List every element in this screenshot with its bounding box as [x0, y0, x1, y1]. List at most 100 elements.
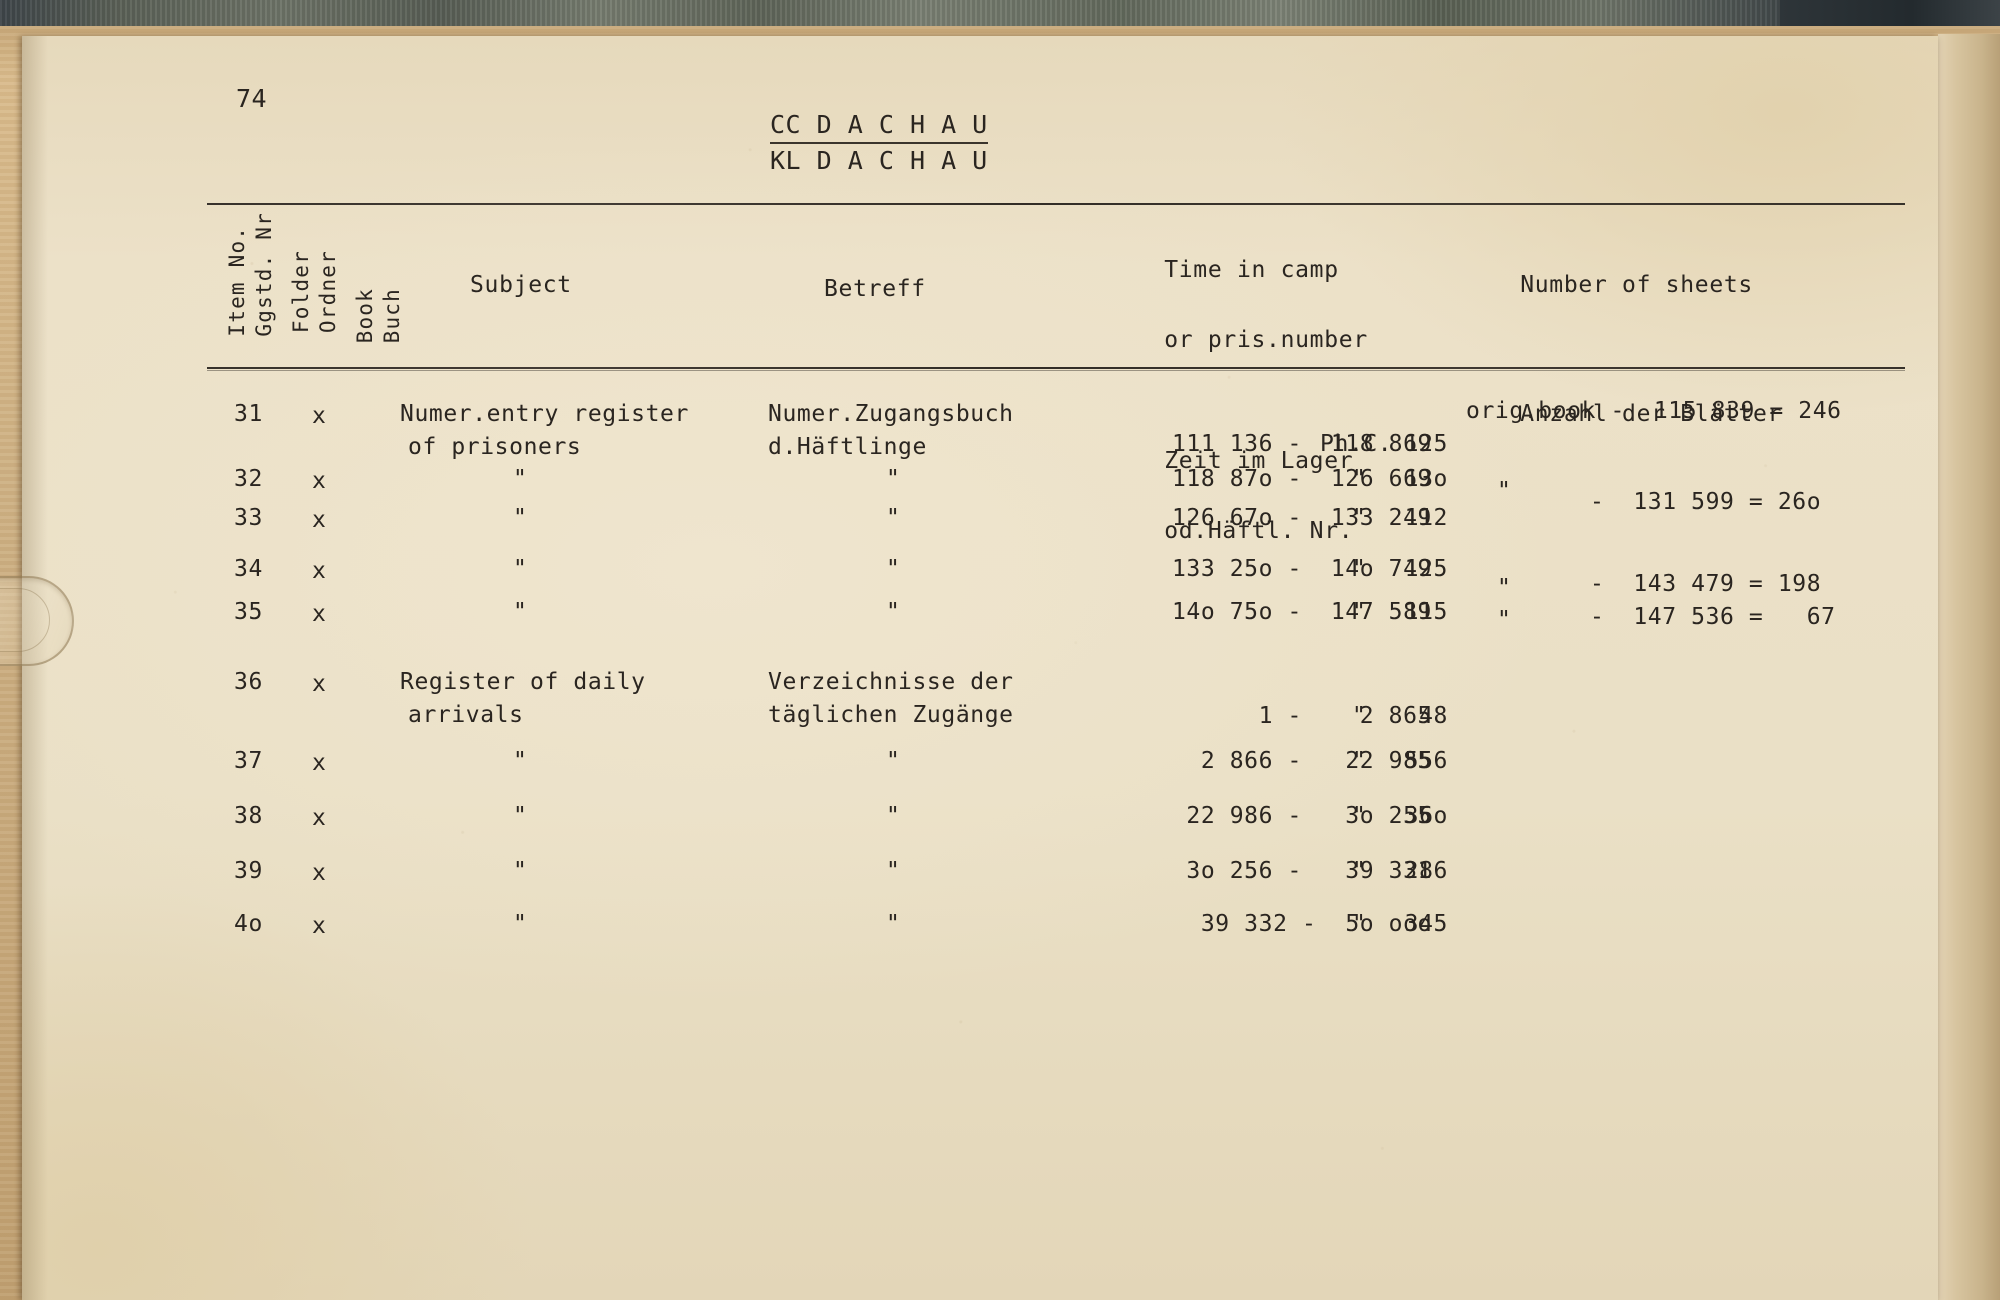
- column-header-sheets-de: Anzahl der Blätter: [1520, 400, 1783, 427]
- cell-folder-mark: x: [312, 601, 327, 627]
- table-header-rule: [207, 367, 1905, 371]
- cell-item-no: 39: [234, 858, 263, 884]
- cell-subject-de-ditto: ": [886, 505, 901, 531]
- cell-subject-de-ditto: ": [886, 466, 901, 492]
- table-top-rule: [207, 203, 1905, 205]
- cell-subject-de-ditto: ": [886, 556, 901, 582]
- cell-ph-mark: ": [1352, 703, 1367, 729]
- cell-subject-en: Numer.entry register of prisoners: [400, 401, 689, 461]
- cell-count: 125: [1404, 431, 1448, 457]
- cell-item-no: 32: [234, 466, 263, 492]
- cell-range: 2 866 - 22 985: [1200, 748, 1432, 774]
- column-header-book-en: Book: [353, 288, 377, 344]
- page-number: 74: [236, 84, 268, 113]
- cell-subject-de-ditto: ": [886, 599, 901, 625]
- column-header-book-de: Buch: [379, 288, 404, 344]
- cell-subject-en-ditto: ": [513, 505, 528, 531]
- cell-subject-de: Verzeichnisse der täglichen Zugänge: [768, 669, 1014, 729]
- cell-count: 345: [1404, 911, 1448, 937]
- cell-ph-mark: ": [1352, 748, 1367, 774]
- sheets-ditto-2: ": [1497, 478, 1512, 504]
- cell-count: 556: [1404, 748, 1448, 774]
- column-header-sheets-en: Number of sheets: [1520, 271, 1753, 298]
- cell-range: 133 25o - 14o 749: [1171, 556, 1432, 582]
- cell-subject-de-ditto: ": [886, 858, 901, 884]
- cell-subject-en-ditto: ": [513, 599, 528, 625]
- cell-folder-mark: x: [312, 860, 327, 886]
- column-header-betreff: Betreff: [824, 276, 926, 302]
- page-stack-right-edge: [1938, 34, 2000, 1300]
- cell-subject-en-ditto: ": [513, 911, 528, 937]
- column-header-time-de-1: Zeit im Lager: [1164, 447, 1354, 474]
- sheets-total-line-3: - 143 479 = 198: [1590, 571, 1822, 597]
- cell-item-no: 33: [234, 505, 263, 531]
- cell-subject-de-ditto: ": [886, 803, 901, 829]
- cell-ph-mark: ": [1352, 466, 1367, 492]
- page-title-line-en: CC D A C H A U: [770, 110, 988, 139]
- cell-count: 125: [1404, 556, 1448, 582]
- cell-folder-mark: x: [312, 403, 327, 429]
- column-header-item-no-de: Ggstd. Nr: [251, 212, 276, 337]
- column-header-time-de-2: od.Häftl. Nr.: [1164, 517, 1354, 544]
- cell-item-no: 4o: [234, 911, 263, 937]
- column-header-number-of-sheets: Number of sheets Anzahl der Blätter: [1462, 233, 1782, 467]
- cell-item-no: 37: [234, 748, 263, 774]
- cell-count: 48: [1419, 703, 1448, 729]
- cell-ph-mark: ": [1352, 911, 1367, 937]
- page-title: CC D A C H A U KL D A C H A U: [770, 112, 988, 173]
- cell-range: 14o 75o - 147 589: [1171, 599, 1432, 625]
- cell-subject-de: Numer.Zugangsbuch d.Häftlinge: [768, 401, 1014, 461]
- cell-item-no: 36: [234, 669, 263, 695]
- sheets-total-line-2: - 131 599 = 26o: [1590, 489, 1822, 515]
- document-page: [22, 36, 1938, 1300]
- cell-count: 115: [1404, 599, 1448, 625]
- cell-folder-mark: x: [312, 507, 327, 533]
- cell-subject-en-ditto: ": [513, 858, 528, 884]
- cell-item-no: 34: [234, 556, 263, 582]
- cell-item-no: 31: [234, 401, 263, 427]
- column-header-item-no-en: Item No.: [225, 225, 249, 337]
- column-header-time-in-camp: Time in camp or pris.number Zeit im Lage…: [1106, 218, 1368, 584]
- cell-folder-mark: x: [312, 558, 327, 584]
- cell-subject-en-ditto: ": [513, 466, 528, 492]
- cell-count: 112: [1404, 505, 1448, 531]
- cell-count: 286: [1404, 858, 1448, 884]
- cell-ph-mark: ": [1352, 556, 1367, 582]
- cell-ph-mark: ": [1352, 599, 1367, 625]
- cell-ph-mark: Ph.C.: [1320, 431, 1393, 457]
- cell-folder-mark: x: [312, 468, 327, 494]
- cell-range: 118 87o - 126 669: [1171, 466, 1432, 492]
- column-header-time-en-2: or pris.number: [1164, 326, 1368, 353]
- sheets-total-line-4: - 147 536 = 67: [1590, 604, 1836, 630]
- cell-ph-mark: ": [1352, 505, 1367, 531]
- cell-range: 126 67o - 133 249: [1171, 505, 1432, 531]
- column-header-subject: Subject: [470, 272, 572, 298]
- cell-count: 36o: [1404, 803, 1448, 829]
- cell-subject-en-ditto: ": [513, 803, 528, 829]
- sheets-ditto-4: ": [1497, 607, 1512, 633]
- cell-folder-mark: x: [312, 750, 327, 776]
- column-header-time-en-1: Time in camp: [1164, 256, 1339, 283]
- cell-ph-mark: ": [1352, 858, 1367, 884]
- cell-ph-mark: ": [1352, 803, 1367, 829]
- column-header-item-no: Item No. Ggstd. Nr: [224, 212, 278, 337]
- sheets-total-line-1: orig.book - 115 839 = 246: [1466, 398, 1842, 424]
- cell-count: 13o: [1404, 466, 1448, 492]
- cell-subject-en-ditto: ": [513, 748, 528, 774]
- column-header-folder: Folder Ordner: [288, 250, 342, 333]
- column-header-folder-de: Ordner: [315, 250, 340, 334]
- title-underline: [770, 142, 988, 144]
- cell-subject-en: Register of daily arrivals: [400, 669, 646, 729]
- cell-range: 39 332 - 5o ooo: [1200, 911, 1432, 937]
- cell-subject-en-ditto: ": [513, 556, 528, 582]
- cell-folder-mark: x: [312, 671, 327, 697]
- sheets-ditto-3: ": [1497, 575, 1512, 601]
- cell-range: 111 136 - 118 869: [1171, 431, 1432, 457]
- cell-folder-mark: x: [312, 913, 327, 939]
- cell-subject-de-ditto: ": [886, 748, 901, 774]
- cell-subject-de-ditto: ": [886, 911, 901, 937]
- cell-folder-mark: x: [312, 805, 327, 831]
- column-header-folder-en: Folder: [289, 250, 313, 334]
- cell-range: 3o 256 - 39 331: [1186, 858, 1432, 884]
- column-header-book: Book Buch: [352, 288, 406, 343]
